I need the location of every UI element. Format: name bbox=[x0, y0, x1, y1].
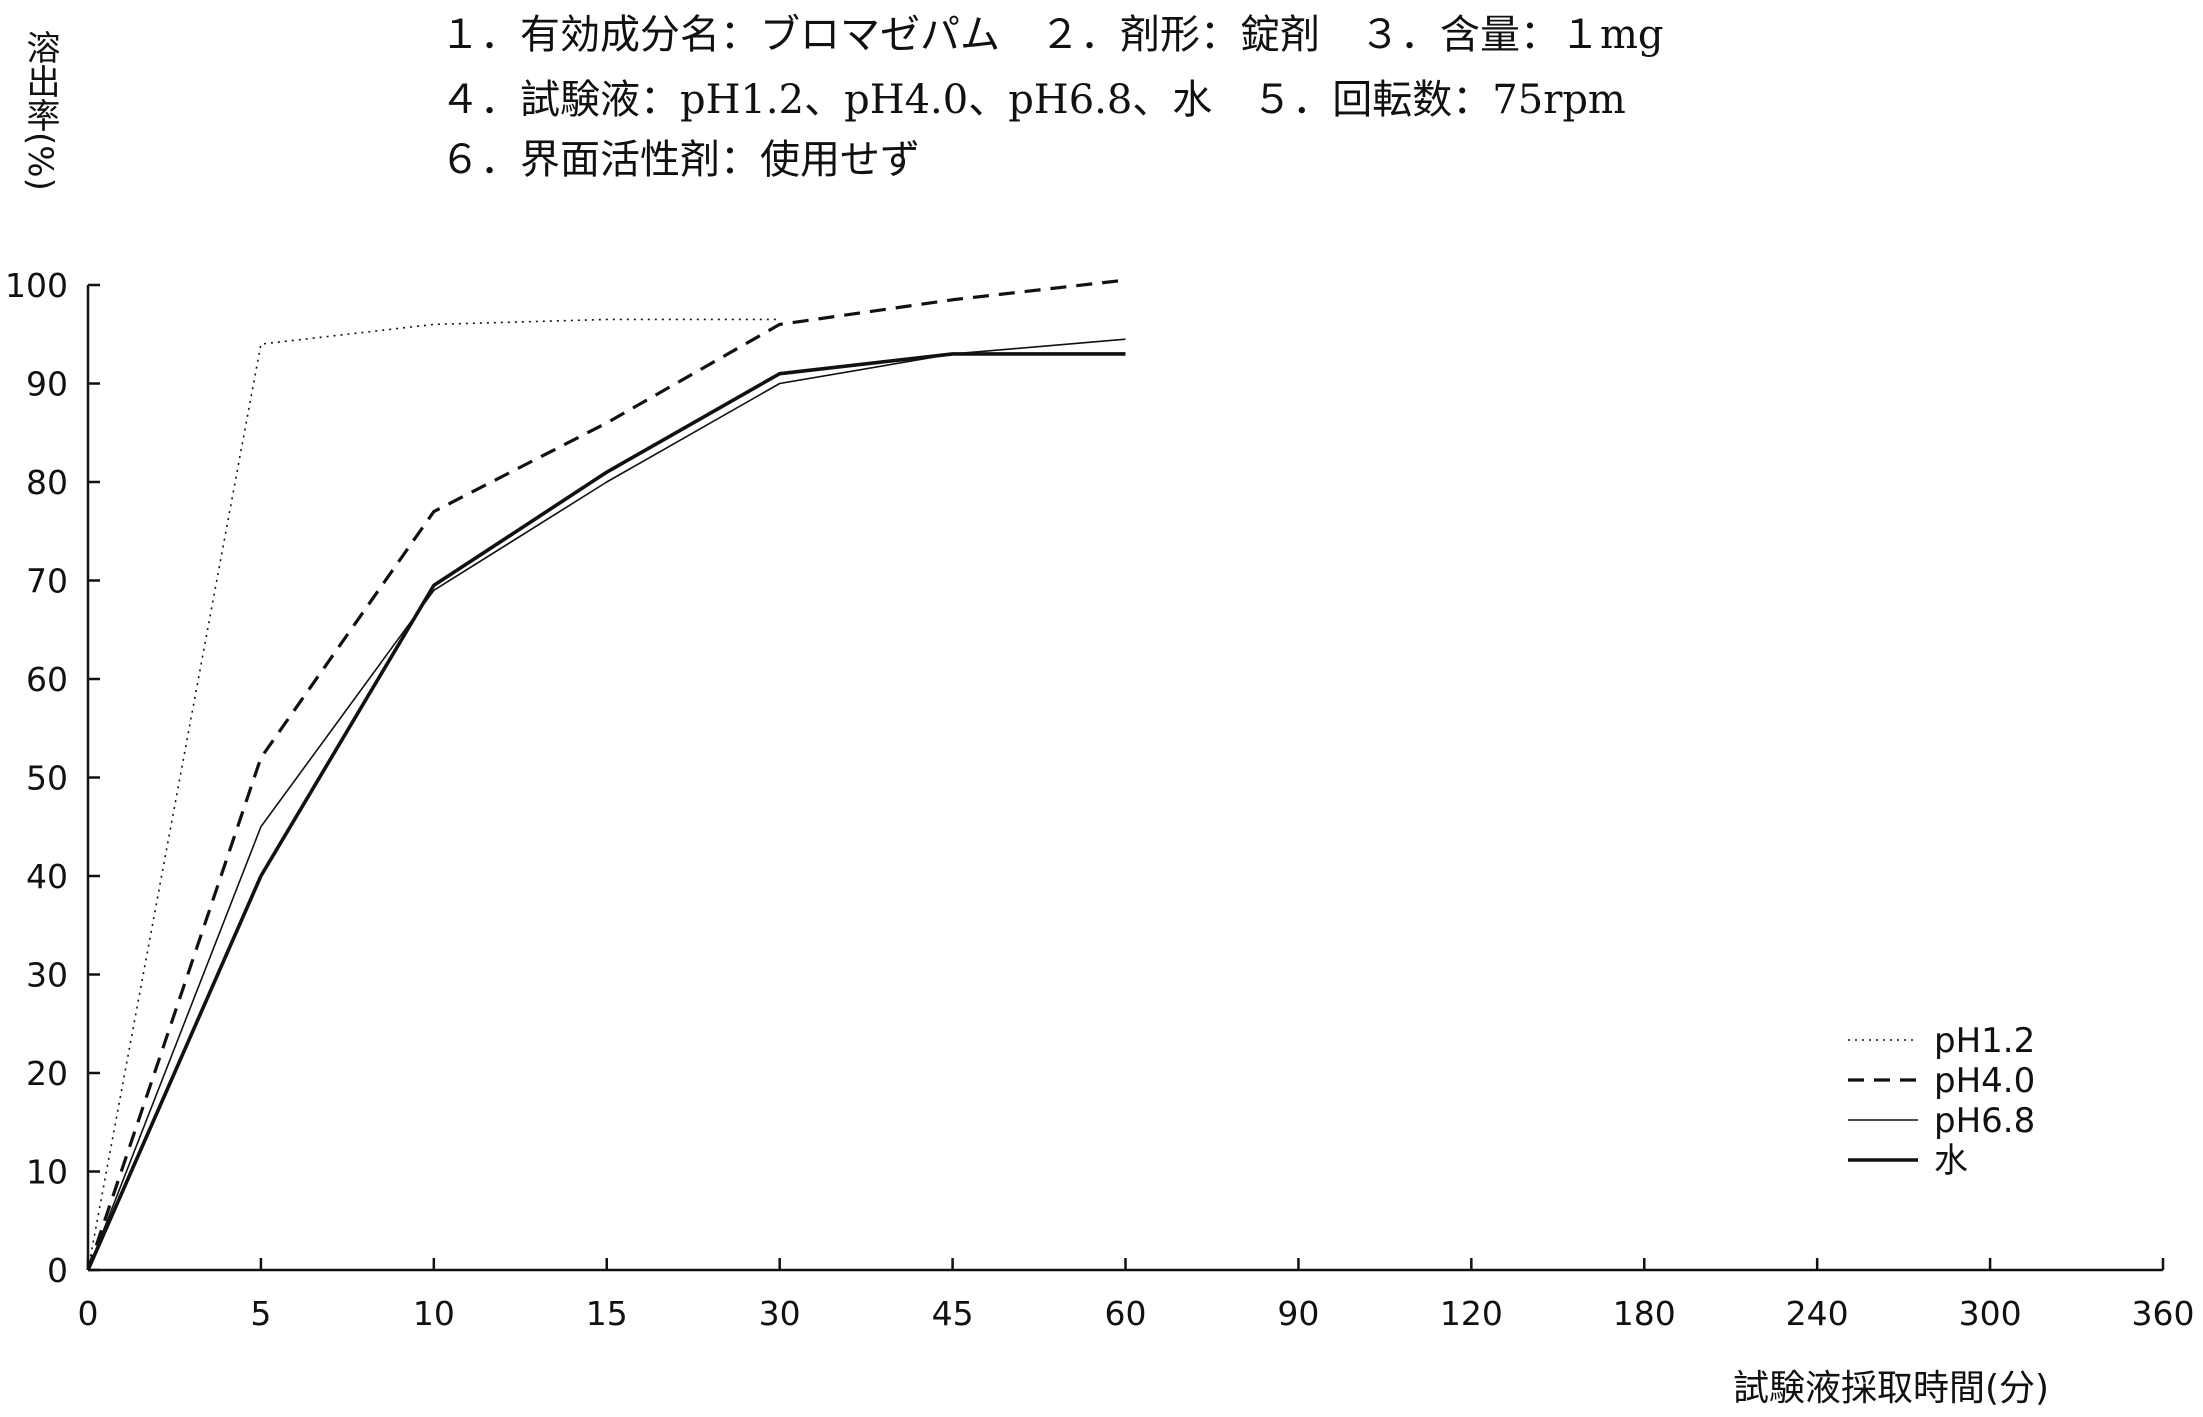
legend-label-1: pH1.2 bbox=[1934, 1021, 2035, 1061]
x-tick-label: 10 bbox=[413, 1294, 455, 1333]
x-axis-label: 試験液採取時間(分) bbox=[1733, 1368, 2049, 1409]
y-axis-label: 溶出率(%) bbox=[20, 30, 60, 191]
series-line-1 bbox=[87, 318, 780, 1271]
series-group bbox=[86, 278, 1126, 1271]
y-tick-label: 0 bbox=[47, 1251, 68, 1290]
legend-label-3: pH6.8 bbox=[1934, 1101, 2035, 1141]
y-tick-label: 40 bbox=[26, 857, 68, 896]
x-tick-label: 30 bbox=[759, 1294, 801, 1333]
y-tick-label: 30 bbox=[26, 956, 68, 995]
x-tick-label: 15 bbox=[586, 1294, 628, 1333]
legend-label-4: 水 bbox=[1934, 1141, 1968, 1181]
series-line-4 bbox=[86, 352, 1126, 1271]
x-tick-label: 45 bbox=[932, 1294, 974, 1333]
y-tick-label: 20 bbox=[26, 1054, 68, 1093]
y-tick-label: 70 bbox=[26, 562, 68, 601]
series-line-3 bbox=[87, 338, 1126, 1271]
x-tick-label: 120 bbox=[1440, 1294, 1503, 1333]
x-tick-label: 0 bbox=[78, 1294, 99, 1333]
y-ticks: 0 10 20 30 40 50 60 70 80 90 100 bbox=[5, 266, 100, 1290]
x-ticks: 0 5 10 15 30 45 60 90 120 180 240 300 360 bbox=[78, 1258, 2195, 1333]
x-tick-label: 5 bbox=[250, 1294, 271, 1333]
y-tick-label: 100 bbox=[5, 266, 68, 305]
header-line-3: ６．界面活性剤：使用せず bbox=[440, 137, 920, 183]
header-line-2: ４．試験液：pH1.2、pH4.0、pH6.8、水 ５．回転数：75rpm bbox=[440, 77, 1626, 123]
x-tick-label: 300 bbox=[1959, 1294, 2022, 1333]
x-tick-label: 60 bbox=[1105, 1294, 1147, 1333]
y-tick-label: 80 bbox=[26, 463, 68, 502]
y-tick-label: 90 bbox=[26, 365, 68, 404]
y-tick-label: 50 bbox=[26, 759, 68, 798]
x-tick-label: 180 bbox=[1613, 1294, 1676, 1333]
header-line-1: １．有効成分名：ブロマゼパム ２．剤形：錠剤 ３．含量：１mg bbox=[440, 12, 1664, 58]
series-line-2 bbox=[86, 278, 1126, 1271]
x-tick-label: 360 bbox=[2132, 1294, 2195, 1333]
legend-label-2: pH4.0 bbox=[1934, 1061, 2035, 1101]
x-tick-label: 240 bbox=[1786, 1294, 1849, 1333]
x-tick-label: 90 bbox=[1277, 1294, 1319, 1333]
y-tick-label: 60 bbox=[26, 660, 68, 699]
y-tick-label: 10 bbox=[26, 1153, 68, 1192]
